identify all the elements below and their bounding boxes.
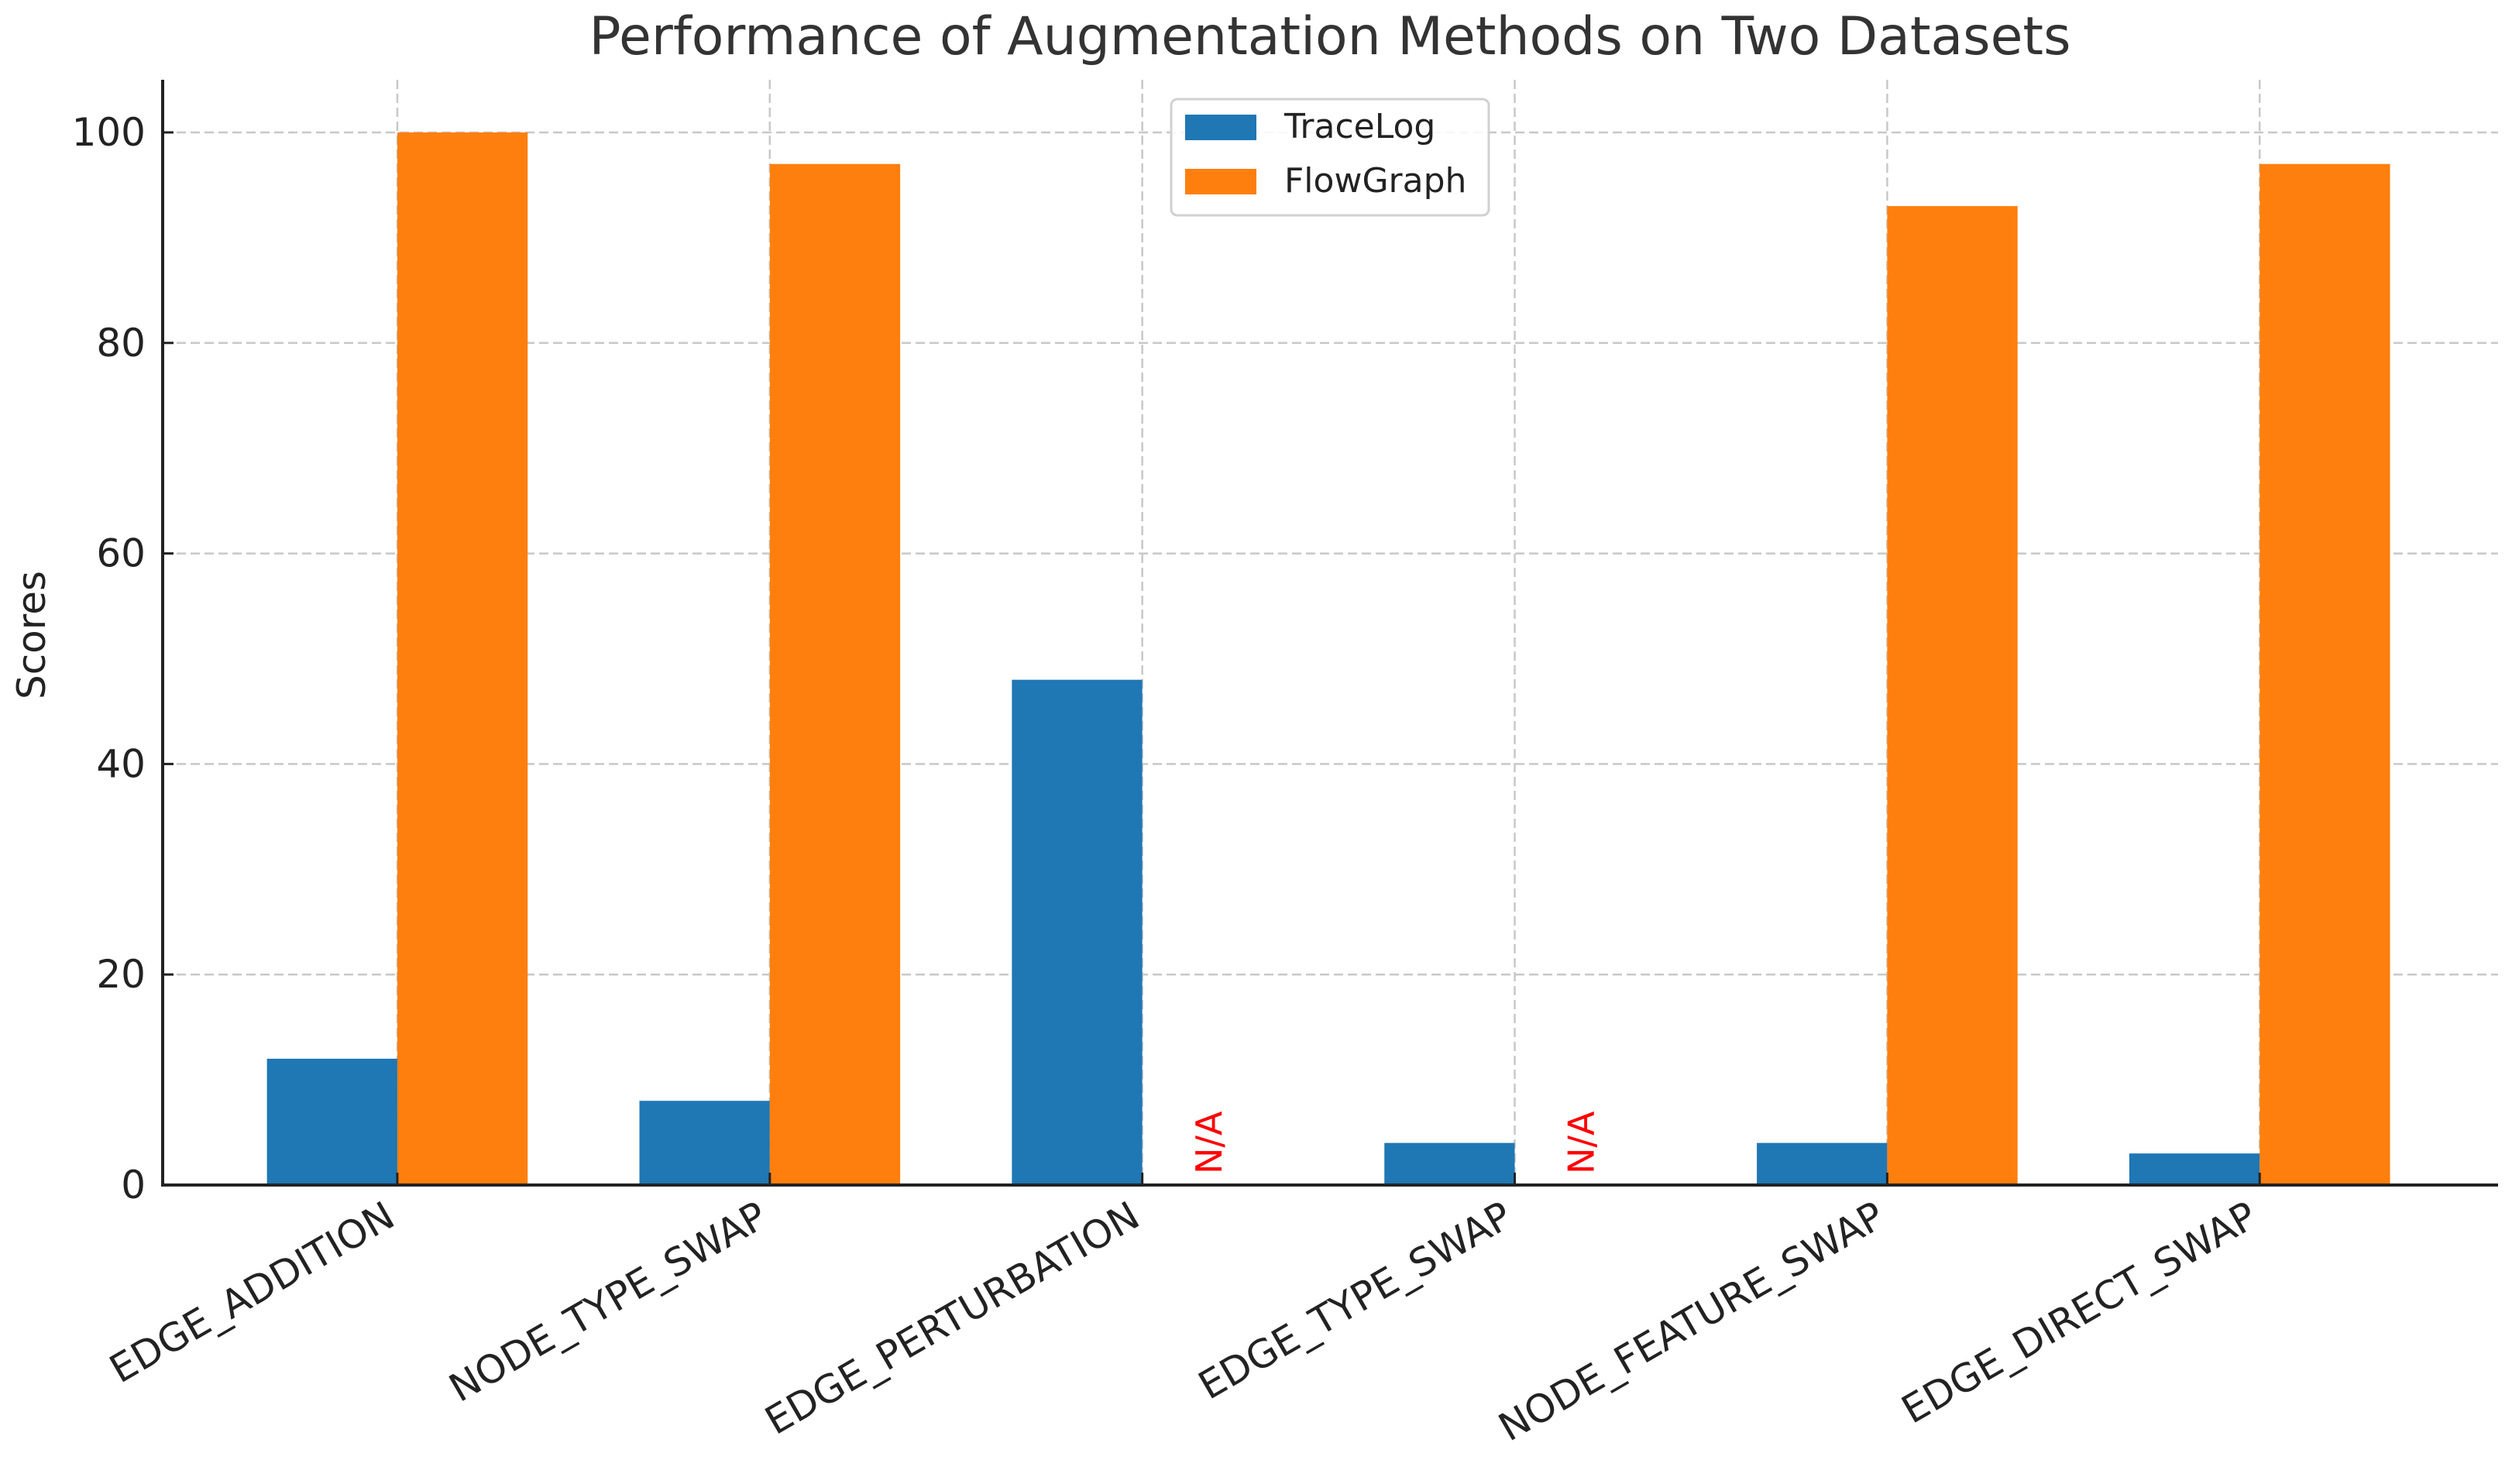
legend: TraceLog FlowGraph (1170, 98, 1490, 217)
bar-flowgraph (769, 163, 901, 1185)
y-axis-label: Scores (9, 571, 54, 699)
bar-flowgraph (397, 132, 528, 1185)
x-tick-label: NODE_TYPE_SWAP (442, 1193, 775, 1410)
na-annotation: N/A (1561, 1111, 1603, 1174)
bar-tracelog (1012, 679, 1143, 1185)
y-tick-label: 80 (96, 321, 146, 366)
y-tick-label: 100 (72, 110, 146, 155)
bars: N/A N/A (266, 132, 2390, 1186)
bar-flowgraph (2259, 163, 2390, 1185)
legend-swatch (1185, 169, 1256, 194)
bar-tracelog (1384, 1142, 1515, 1185)
legend-label: FlowGraph (1284, 161, 1466, 201)
legend-swatch (1185, 115, 1256, 140)
y-tick-label: 20 (96, 952, 146, 997)
bar-tracelog (266, 1058, 397, 1185)
y-tick-label: 60 (96, 531, 146, 576)
na-annotation: N/A (1188, 1111, 1230, 1174)
bar-tracelog (1757, 1142, 1888, 1185)
x-tick-label: NODE_FEATURE_SWAP (1491, 1193, 1892, 1450)
x-tick-label: EDGE_TYPE_SWAP (1191, 1193, 1520, 1408)
x-tick-label: EDGE_PERTURBATION (758, 1193, 1147, 1444)
legend-label: TraceLog (1283, 107, 1435, 146)
y-tick-label: 40 (96, 741, 146, 786)
bar-tracelog (2129, 1153, 2260, 1185)
bar-flowgraph (1887, 206, 2018, 1186)
bar-tracelog (639, 1101, 770, 1185)
x-tick-label: EDGE_DIRECT_SWAP (1894, 1193, 2264, 1432)
y-tick-label: 0 (121, 1163, 146, 1207)
x-tick-label: EDGE_ADDITION (102, 1193, 402, 1392)
chart-title: Performance of Augmentation Methods on T… (589, 6, 2070, 67)
